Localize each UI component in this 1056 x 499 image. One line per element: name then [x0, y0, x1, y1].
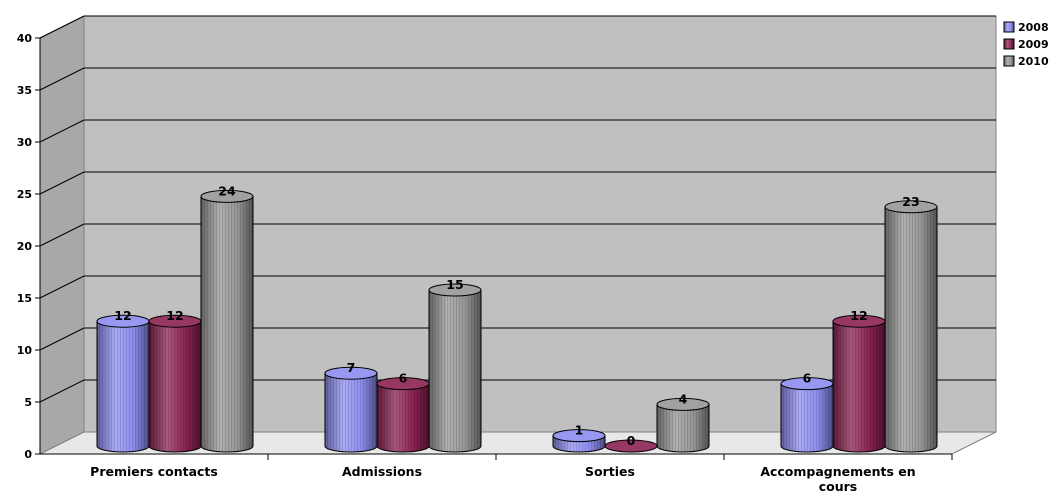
y-tick-label: 30 — [17, 136, 33, 149]
bar-top — [884, 200, 938, 214]
y-tick-label: 40 — [17, 32, 33, 45]
legend-label: 2010 — [1018, 55, 1049, 68]
data-labels: 12 12 24 7 6 15 1 0 4 6 12 23 — [114, 183, 919, 448]
gridline-side — [39, 171, 85, 195]
gridline-side — [39, 223, 85, 247]
data-label: 12 — [850, 308, 867, 323]
gridline-side — [39, 67, 85, 91]
legend-label: 2009 — [1018, 38, 1049, 51]
bar-top — [656, 397, 710, 411]
data-label: 15 — [446, 277, 463, 292]
bar-2010-3 — [884, 200, 938, 453]
bar-texture — [149, 321, 201, 452]
bars — [96, 189, 938, 453]
bar-top — [200, 189, 254, 203]
bar-top — [552, 429, 606, 443]
bar-2010-1 — [428, 283, 482, 453]
bar-texture — [201, 196, 253, 452]
bar-2008-1 — [324, 366, 378, 453]
bar-2010-0 — [200, 189, 254, 453]
x-tick-label: Premiers contacts — [90, 464, 218, 479]
bar-texture — [833, 321, 885, 452]
data-label: 6 — [803, 371, 812, 386]
bar-texture — [885, 206, 937, 452]
bar-texture — [781, 383, 833, 452]
data-label: 12 — [114, 308, 131, 323]
bar-texture — [325, 373, 377, 452]
y-tick-label: 35 — [17, 84, 32, 97]
y-tick-label: 5 — [24, 396, 32, 409]
data-label: 24 — [218, 183, 236, 198]
y-tick-label: 20 — [17, 240, 33, 253]
bar-top — [324, 366, 378, 380]
data-label: 6 — [399, 371, 408, 386]
bar-2008-2 — [552, 429, 606, 453]
data-label: 23 — [902, 194, 919, 209]
bar-2009-3 — [832, 314, 886, 453]
legend-label: 2008 — [1018, 21, 1049, 34]
y-tick-label: 10 — [17, 344, 33, 357]
x-tick-label: cours — [819, 479, 858, 494]
bar-2008-3 — [780, 377, 834, 453]
data-label: 0 — [627, 433, 636, 448]
gridline-side — [39, 119, 85, 143]
bar-2010-2 — [656, 397, 710, 453]
legend: 2008 2009 2010 — [1003, 21, 1049, 68]
data-label: 4 — [679, 391, 688, 406]
gridline-side — [39, 327, 85, 351]
y-tick-label: 15 — [17, 292, 32, 305]
gridline-side — [39, 275, 85, 299]
data-label: 1 — [575, 423, 584, 438]
bar-texture — [429, 290, 481, 452]
data-label: 7 — [347, 360, 356, 375]
x-tick-label: Admissions — [342, 464, 422, 479]
gridline-side — [39, 379, 85, 403]
legend-swatch — [1003, 21, 1015, 33]
y-tick-label: 0 — [24, 448, 32, 461]
bar-2009-1 — [376, 377, 430, 453]
gridline-side — [39, 15, 85, 39]
bar-texture — [657, 404, 709, 452]
bar-texture — [377, 383, 429, 452]
x-tick-label: Sorties — [585, 464, 635, 479]
y-tick-label: 25 — [17, 188, 32, 201]
x-tick-label: Accompagnements en — [760, 464, 915, 479]
legend-swatch — [1003, 55, 1015, 67]
data-label: 12 — [166, 308, 183, 323]
bar-texture — [97, 321, 149, 452]
bar-2009-0 — [148, 314, 202, 453]
legend-swatch — [1003, 38, 1015, 50]
bar-2008-0 — [96, 314, 150, 453]
bar-top — [428, 283, 482, 297]
